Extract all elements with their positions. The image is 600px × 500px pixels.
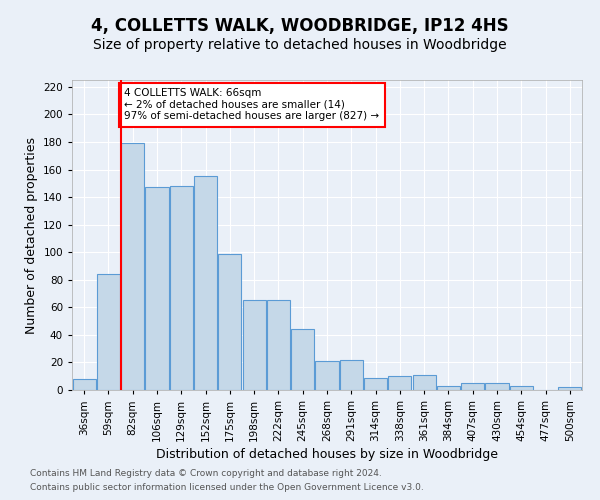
- Text: Contains public sector information licensed under the Open Government Licence v3: Contains public sector information licen…: [30, 484, 424, 492]
- Bar: [267, 300, 290, 390]
- Bar: [340, 360, 363, 390]
- Bar: [413, 375, 436, 390]
- Bar: [388, 376, 412, 390]
- Bar: [170, 186, 193, 390]
- Bar: [218, 254, 241, 390]
- Text: 4, COLLETTS WALK, WOODBRIDGE, IP12 4HS: 4, COLLETTS WALK, WOODBRIDGE, IP12 4HS: [91, 18, 509, 36]
- Bar: [510, 386, 533, 390]
- Bar: [291, 330, 314, 390]
- Bar: [559, 387, 581, 390]
- Bar: [316, 361, 338, 390]
- Bar: [364, 378, 387, 390]
- Bar: [194, 176, 217, 390]
- Bar: [97, 274, 120, 390]
- Text: Size of property relative to detached houses in Woodbridge: Size of property relative to detached ho…: [93, 38, 507, 52]
- Bar: [461, 383, 484, 390]
- X-axis label: Distribution of detached houses by size in Woodbridge: Distribution of detached houses by size …: [156, 448, 498, 461]
- Bar: [121, 144, 144, 390]
- Y-axis label: Number of detached properties: Number of detached properties: [25, 136, 38, 334]
- Bar: [145, 188, 169, 390]
- Bar: [73, 379, 95, 390]
- Bar: [485, 383, 509, 390]
- Bar: [242, 300, 266, 390]
- Text: 4 COLLETTS WALK: 66sqm
← 2% of detached houses are smaller (14)
97% of semi-deta: 4 COLLETTS WALK: 66sqm ← 2% of detached …: [124, 88, 379, 122]
- Bar: [437, 386, 460, 390]
- Text: Contains HM Land Registry data © Crown copyright and database right 2024.: Contains HM Land Registry data © Crown c…: [30, 468, 382, 477]
